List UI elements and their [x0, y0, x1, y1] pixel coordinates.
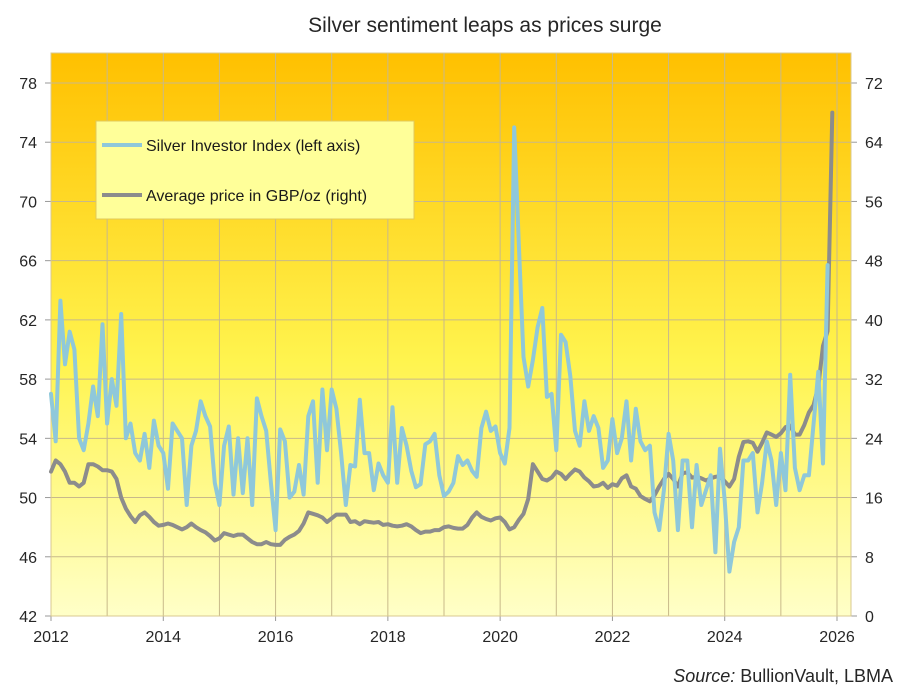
- plot-border: [50, 52, 852, 617]
- x-tick-label: 2014: [145, 629, 181, 646]
- y-left-tick-label: 74: [19, 135, 37, 152]
- y-right-tick-label: 72: [865, 76, 883, 93]
- legend-box: [95, 120, 415, 220]
- x-tick-label: 2016: [258, 629, 294, 646]
- x-tick-label: 2024: [707, 629, 743, 646]
- source-note: Source: BullionVault, LBMA: [673, 666, 893, 686]
- series-line-investor-index: [49, 125, 830, 574]
- chart-title: Silver sentiment leaps as prices surge: [308, 14, 662, 37]
- axes: 42 46 50 54 58 62 66 70 74 78 0 8 16 24 32 40 48 56 64 72 20…: [19, 52, 883, 646]
- y-left-tick-label: 46: [19, 550, 37, 567]
- y-right-tick-label: 16: [865, 491, 883, 508]
- x-tick-label: 2020: [482, 629, 518, 646]
- y-left-tick-label: 66: [19, 254, 37, 271]
- y-right-tick-label: 32: [865, 372, 883, 389]
- y-right-tick-label: 40: [865, 313, 883, 330]
- y-right-tick-label: 24: [865, 431, 883, 448]
- series-lines: [49, 110, 835, 574]
- x-tick-label: 2018: [370, 629, 406, 646]
- legend: Silver Investor Index (left axis) Averag…: [95, 120, 415, 220]
- source-label: Source:: [673, 666, 735, 686]
- legend-label-investor-index: Silver Investor Index (left axis): [146, 138, 360, 155]
- y-left-tick-label: 42: [19, 609, 37, 626]
- y-right-tick-label: 48: [865, 254, 883, 271]
- x-tick-label: 2012: [33, 629, 69, 646]
- source-text: BullionVault, LBMA: [740, 666, 893, 686]
- y-left-tick-label: 70: [19, 194, 37, 211]
- y-left-tick-label: 54: [19, 431, 37, 448]
- legend-label-gbp-price: Average price in GBP/oz (right): [146, 188, 367, 205]
- series-line-gbp-price: [49, 110, 835, 547]
- y-right-tick-label: 8: [865, 550, 874, 567]
- y-left-tick-label: 58: [19, 372, 37, 389]
- y-left-tick-label: 78: [19, 76, 37, 93]
- y-left-tick-label: 50: [19, 491, 37, 508]
- y-right-tick-label: 64: [865, 135, 883, 152]
- y-right-tick-label: 0: [865, 609, 874, 626]
- x-tick-label: 2022: [595, 629, 631, 646]
- y-left-tick-label: 62: [19, 313, 37, 330]
- x-tick-label: 2026: [819, 629, 855, 646]
- y-right-tick-label: 56: [865, 194, 883, 211]
